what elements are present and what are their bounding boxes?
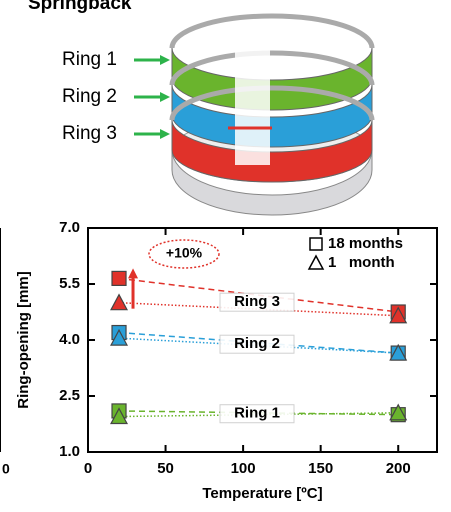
trend-line [118, 301, 399, 317]
x-tick-label: 0 [84, 460, 92, 477]
annotation-arrowhead [128, 268, 139, 279]
legend-marker [307, 254, 325, 270]
y-tick-label: 5.5 [59, 275, 80, 292]
ring-label: Ring 2 [234, 335, 280, 352]
ring-label: Ring 3 [62, 123, 117, 144]
legend-marker [309, 237, 323, 251]
annotation: +10% [166, 245, 203, 261]
ring-arrowhead [160, 55, 170, 65]
ring-label: Ring 1 [234, 405, 280, 422]
figure-title: Springback [28, 0, 132, 14]
square-marker [111, 270, 127, 286]
x-tick-label: 200 [386, 460, 411, 477]
y-tick-label: 2.5 [59, 387, 80, 404]
trend-line [119, 412, 399, 418]
trend-line [119, 410, 399, 416]
legend-label: 1 month [328, 254, 395, 271]
ring-label-box [219, 334, 295, 354]
x-tick-label: 50 [157, 460, 174, 477]
ring-rim [169, 50, 375, 86]
ring-arrowhead [160, 92, 170, 102]
ring-label-box [219, 292, 295, 312]
triangle-marker [110, 407, 129, 425]
y-axis-label: Ring-opening [mm] [15, 271, 32, 408]
panel-fragment: 0 [2, 461, 10, 477]
ring-rim [169, 13, 375, 49]
y-tick-label: 7.0 [59, 219, 80, 236]
x-tick-label: 150 [308, 460, 333, 477]
gap [235, 45, 270, 165]
triangle-marker [389, 403, 408, 421]
ring-illustration: Ring 1 Ring 2 Ring 3 [62, 13, 375, 216]
triangle-marker [110, 328, 129, 346]
ring-band [171, 119, 373, 183]
y-tick-label: 4.0 [59, 331, 80, 348]
ring-label-box [219, 404, 295, 424]
ring-label: Ring 3 [234, 293, 280, 310]
trend-line [118, 331, 399, 354]
ring-rim [169, 85, 375, 121]
legend-label: 18 months [328, 235, 403, 252]
triangle-marker [389, 343, 408, 361]
annotation-ellipse [148, 239, 220, 269]
y-tick-label: 1.0 [59, 443, 80, 460]
x-axis-label: Temperature [ºC] [202, 485, 322, 502]
trend-line [118, 337, 399, 354]
x-tick-label: 100 [231, 460, 256, 477]
ring-label: Ring 1 [62, 49, 117, 70]
ring-label: Ring 2 [62, 86, 117, 107]
ring-arrowhead [160, 129, 170, 139]
triangle-marker [389, 306, 408, 324]
triangle-marker [110, 293, 129, 311]
ring-band [171, 47, 373, 111]
